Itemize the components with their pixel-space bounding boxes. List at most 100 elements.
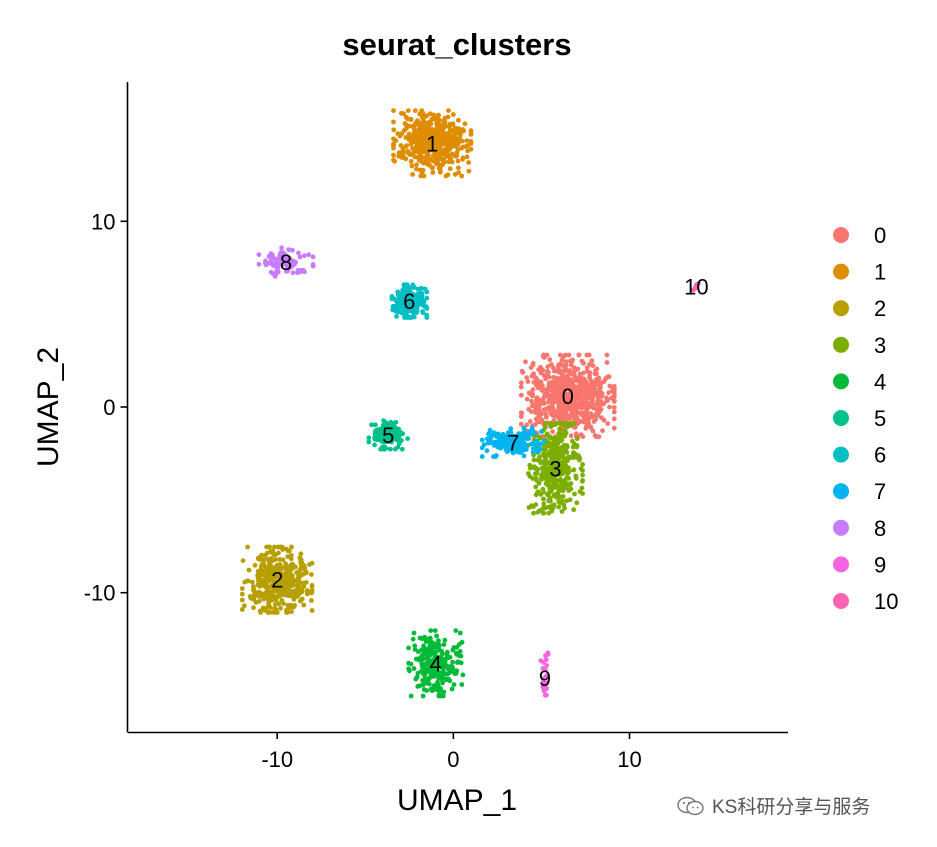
point: [391, 142, 396, 148]
point: [263, 591, 269, 597]
point: [436, 638, 441, 643]
cluster-2-points: [239, 544, 315, 615]
point: [501, 436, 507, 442]
point: [256, 252, 262, 257]
point: [266, 599, 271, 605]
point: [540, 666, 546, 671]
point: [524, 422, 530, 428]
point: [515, 433, 521, 439]
point: [406, 131, 412, 137]
point: [276, 580, 282, 586]
point: [531, 441, 537, 447]
point: [566, 378, 571, 384]
point: [550, 365, 556, 371]
point: [518, 410, 524, 416]
legend-label-1: 1: [874, 260, 886, 285]
point: [541, 438, 547, 444]
point: [596, 409, 602, 415]
legend-key-8: [833, 519, 849, 536]
point: [541, 510, 547, 516]
point: [414, 307, 419, 313]
point: [395, 292, 401, 298]
point: [559, 466, 564, 472]
point: [403, 115, 409, 120]
point: [293, 564, 298, 570]
point: [459, 682, 465, 687]
point: [546, 498, 552, 503]
cluster-label-5: 5: [382, 423, 394, 448]
point: [597, 386, 603, 391]
point: [464, 154, 470, 160]
point: [445, 114, 451, 120]
point: [479, 445, 485, 451]
point: [419, 113, 425, 119]
y-ticks: -10 0 10: [84, 209, 128, 606]
point: [580, 434, 586, 440]
point: [565, 398, 570, 404]
point: [534, 397, 539, 403]
point: [269, 570, 275, 576]
point: [297, 254, 303, 260]
point: [536, 449, 541, 454]
point: [402, 315, 407, 320]
point: [432, 142, 438, 147]
point: [409, 138, 415, 144]
point: [387, 446, 393, 452]
point: [294, 588, 300, 593]
point: [411, 666, 417, 671]
point: [453, 153, 459, 159]
point: [537, 402, 543, 407]
point: [461, 128, 467, 134]
point: [442, 637, 448, 643]
point: [536, 434, 542, 439]
point: [530, 387, 536, 392]
x-axis-title: UMAP_1: [397, 784, 517, 817]
point: [511, 446, 517, 452]
cluster-6-points: [389, 282, 430, 320]
point: [415, 129, 421, 134]
point: [546, 471, 551, 477]
cluster-5-points: [366, 418, 410, 452]
point: [431, 661, 437, 667]
point: [280, 557, 286, 563]
point: [468, 130, 474, 135]
point: [414, 299, 420, 305]
point: [535, 509, 541, 515]
point: [561, 386, 567, 392]
point: [263, 258, 268, 264]
y-axis-title: UMAP_2: [32, 347, 65, 467]
point: [366, 435, 372, 441]
point: [302, 565, 308, 571]
point: [424, 113, 430, 119]
point: [558, 420, 564, 426]
point: [596, 376, 602, 382]
point: [526, 390, 532, 396]
point: [548, 424, 554, 430]
point: [538, 475, 544, 480]
point: [584, 369, 590, 374]
point: [542, 444, 547, 450]
point: [276, 550, 281, 556]
point: [454, 644, 460, 650]
cluster-10-points: [690, 281, 701, 293]
point: [441, 149, 447, 155]
point: [437, 687, 443, 693]
point: [423, 639, 429, 644]
point: [290, 583, 296, 588]
point: [534, 470, 540, 476]
point: [420, 678, 425, 683]
point: [583, 399, 588, 405]
point: [431, 640, 437, 646]
point: [528, 365, 534, 370]
point: [273, 597, 279, 602]
point: [567, 497, 573, 503]
point: [580, 478, 585, 483]
point: [546, 369, 551, 375]
point: [427, 162, 432, 168]
point: [428, 663, 433, 669]
point: [534, 383, 539, 388]
point: [372, 442, 377, 448]
point: [421, 299, 427, 305]
point: [552, 438, 558, 444]
point: [446, 676, 451, 682]
